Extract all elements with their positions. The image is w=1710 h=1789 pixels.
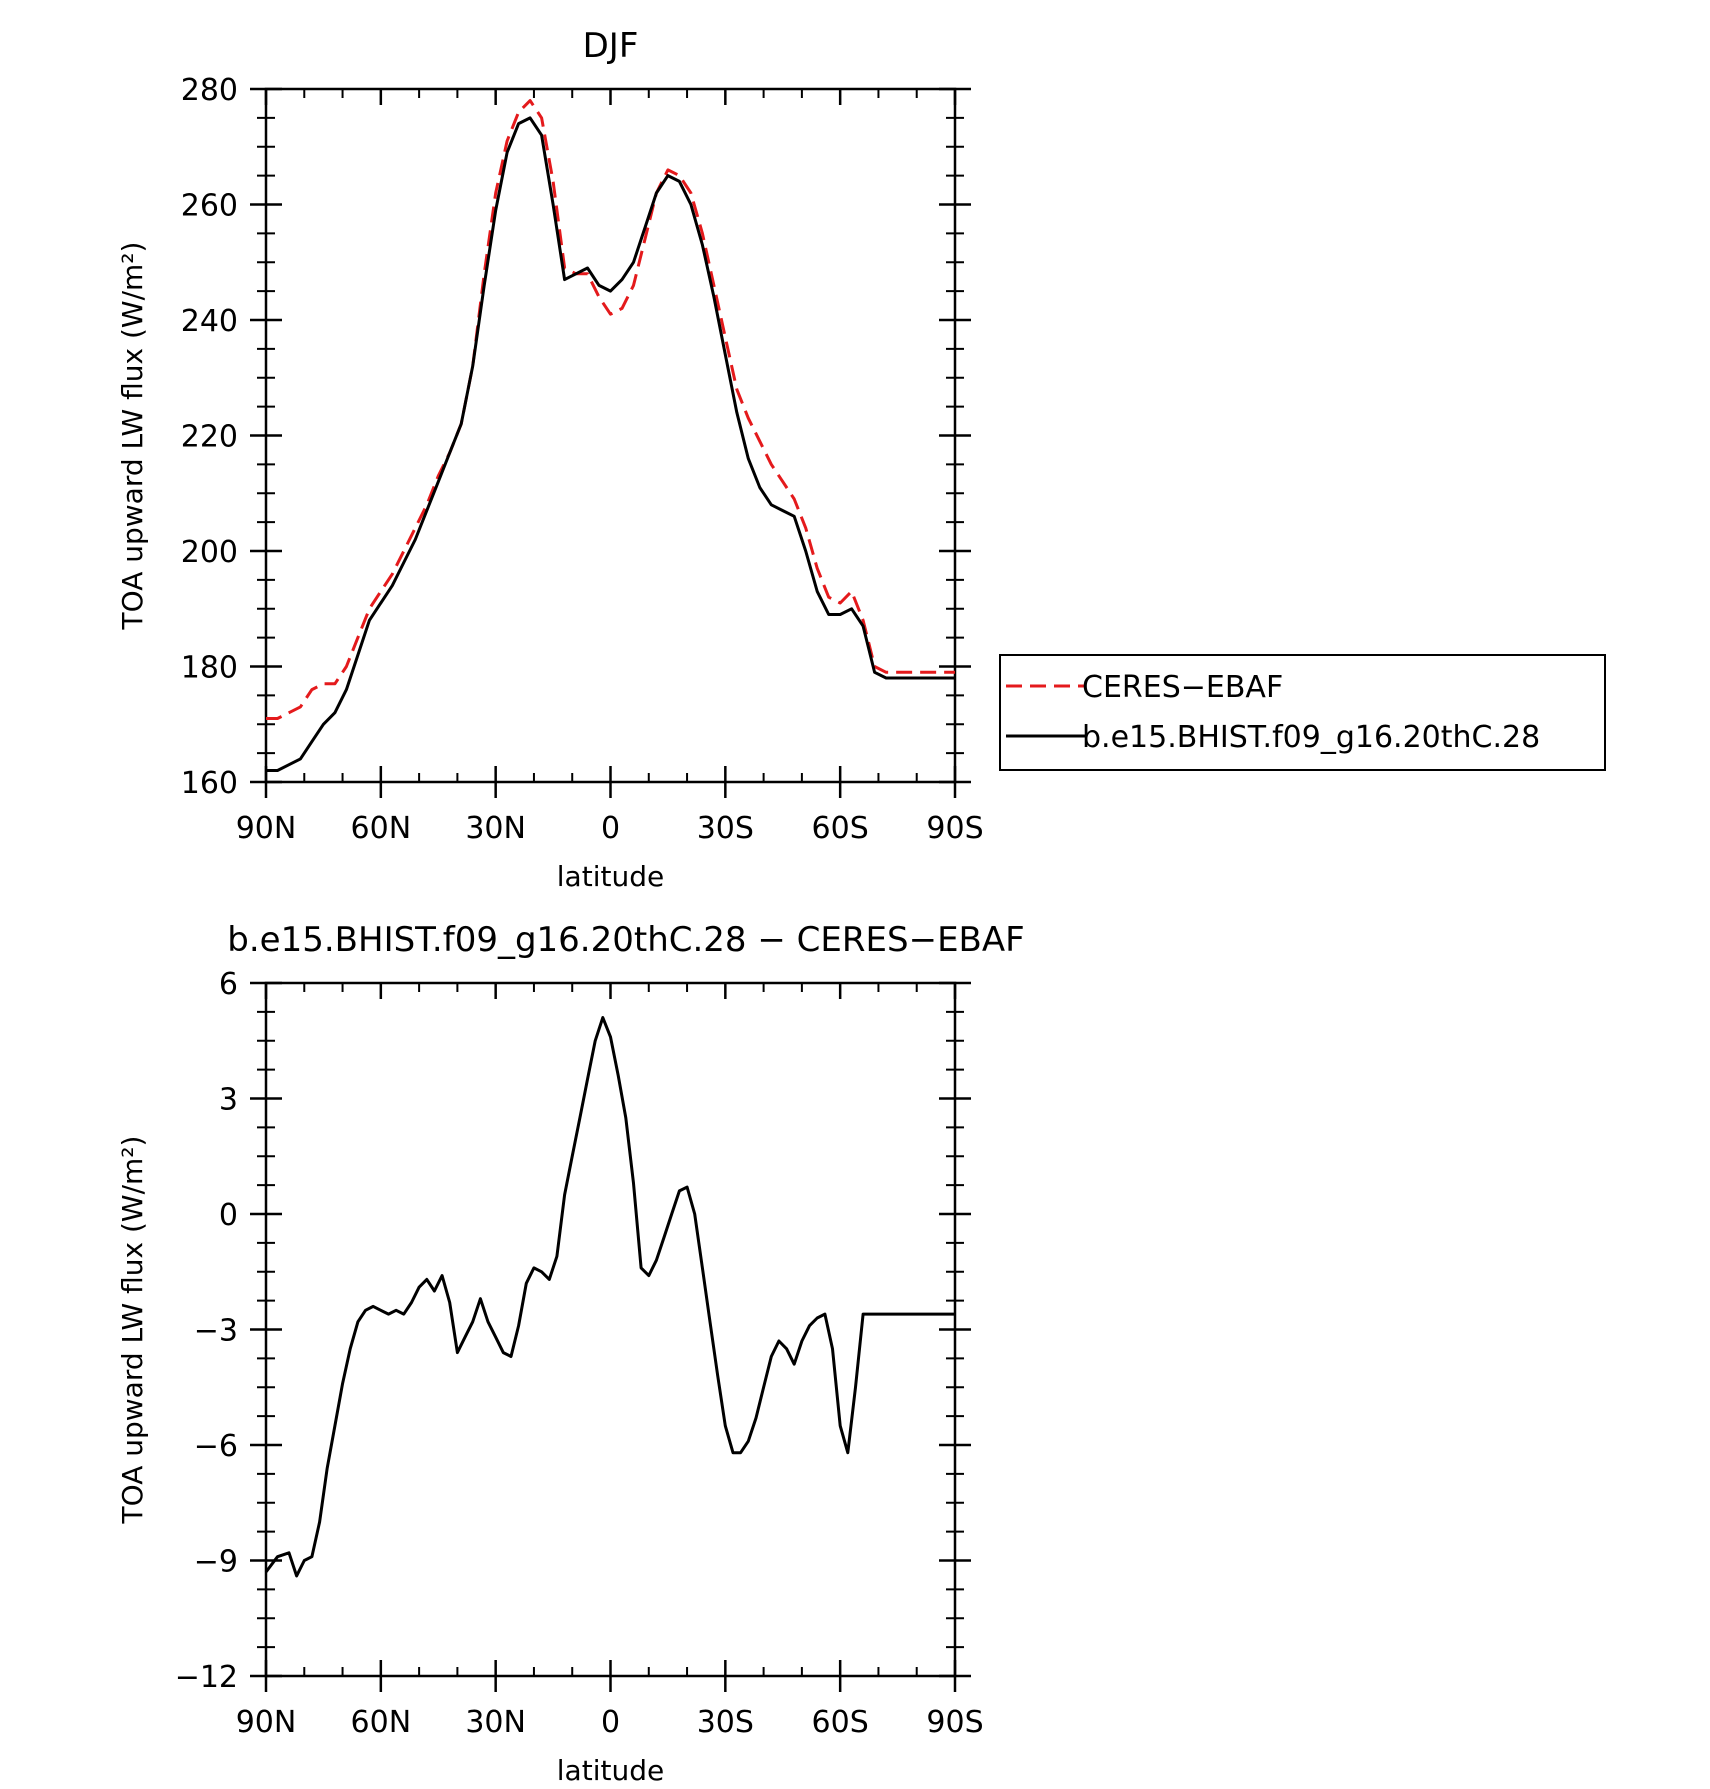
x-tick-label: 0	[601, 1705, 620, 1740]
y-tick-label: 6	[219, 967, 238, 1002]
x-axis-label: latitude	[557, 1754, 664, 1787]
chart-title: DJF	[583, 26, 639, 66]
x-tick-label: 60N	[351, 811, 412, 846]
top-panel: DJF 90N 60N 30N 0 30S 60S 90S 160 180 200 220 240 260…	[116, 26, 984, 893]
x-tick-label: 60S	[812, 1705, 869, 1740]
legend-box	[999, 654, 1606, 771]
y-axis-label: TOA upward LW flux (W/m²)	[116, 1136, 149, 1525]
y-tick-label: 3	[219, 1083, 238, 1118]
y-tick-label: 180	[181, 651, 238, 686]
x-axis-label: latitude	[557, 860, 664, 893]
y-tick-label: −3	[194, 1314, 238, 1349]
legend: CERES−EBAF b.e15.BHIST.f09_g16.20thC.28	[999, 654, 1606, 771]
x-tick-label: 60N	[351, 1705, 412, 1740]
y-tick-label: 220	[181, 420, 238, 455]
x-tick-label: 90S	[926, 1705, 983, 1740]
x-tick-label: 30S	[697, 811, 754, 846]
legend-entry-1: b.e15.BHIST.f09_g16.20thC.28	[1082, 720, 1540, 755]
y-tick-label: −9	[194, 1545, 238, 1580]
chart-title: b.e15.BHIST.f09_g16.20thC.28 − CERES−EBA…	[227, 920, 1024, 960]
x-tick-label: 30S	[697, 1705, 754, 1740]
x-tick-label: 30N	[465, 811, 526, 846]
y-tick-label: 160	[181, 766, 238, 801]
legend-entry-0: CERES−EBAF	[1082, 670, 1283, 705]
y-axis-label: TOA upward LW flux (W/m²)	[116, 242, 149, 631]
x-tick-label: 60S	[812, 811, 869, 846]
x-tick-label: 0	[601, 811, 620, 846]
plot-frame	[264, 87, 957, 784]
series-line-0	[264, 1016, 955, 1578]
y-tick-label: −12	[175, 1660, 238, 1695]
y-tick-label: 200	[181, 535, 238, 570]
y-tick-label: −6	[194, 1429, 238, 1464]
x-tick-label: 30N	[465, 1705, 526, 1740]
bottom-panel: b.e15.BHIST.f09_g16.20thC.28 − CERES−EBA…	[116, 920, 1025, 1787]
x-tick-label: 90N	[236, 1705, 297, 1740]
x-tick-label: 90N	[236, 811, 297, 846]
series-line-1	[266, 116, 955, 772]
series-line-0	[266, 99, 955, 720]
y-tick-label: 280	[181, 73, 238, 108]
y-tick-label: 0	[219, 1198, 238, 1233]
y-tick-label: 260	[181, 189, 238, 224]
plot-frame	[264, 981, 957, 1678]
y-tick-label: 240	[181, 304, 238, 339]
x-tick-label: 90S	[926, 811, 983, 846]
